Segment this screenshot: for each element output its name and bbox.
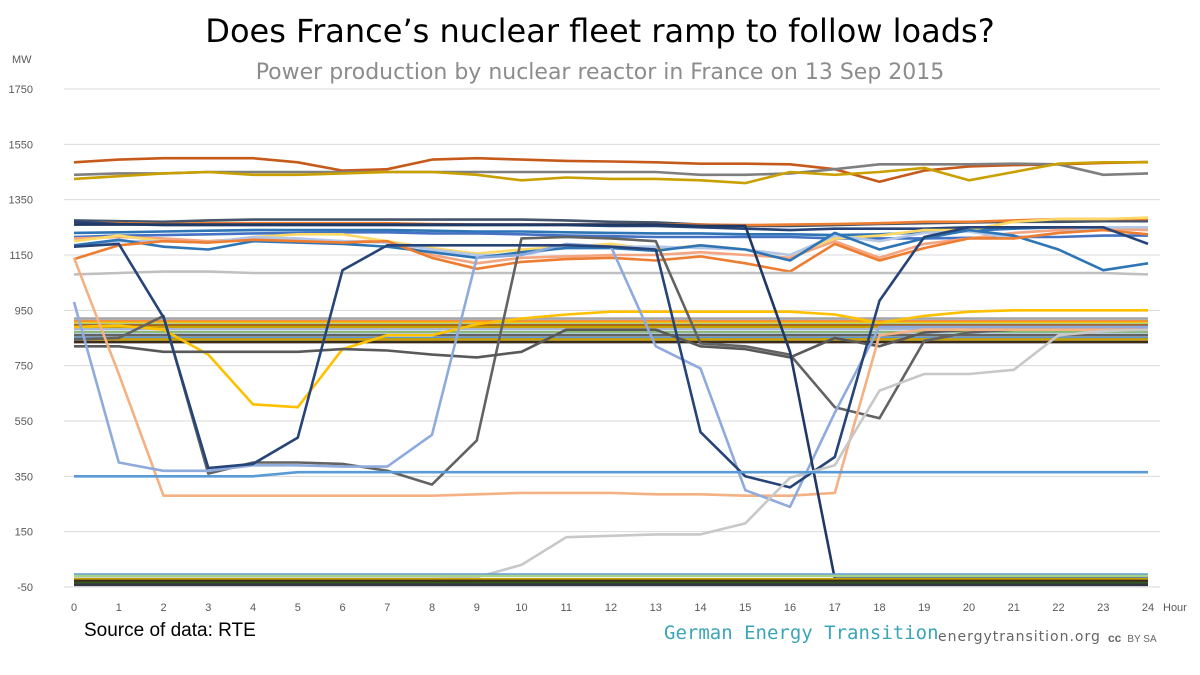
- series-line-35: [74, 223, 1148, 581]
- y-tick-label: 150: [15, 527, 33, 539]
- website-url: energytransition.org: [938, 629, 1101, 645]
- data-source-note: Source of data: RTE: [84, 620, 256, 641]
- series-lines: [72, 156, 1149, 587]
- y-tick-label: 1350: [9, 195, 33, 207]
- y-tick-label: 350: [15, 471, 33, 483]
- series-line-36: [74, 328, 1149, 581]
- series-line-13: [73, 228, 1149, 273]
- x-tick-label: 19: [918, 602, 930, 614]
- x-tick-label: 11: [561, 602, 572, 614]
- series-line-3: [73, 161, 1148, 185]
- x-tick-label: 3: [205, 602, 211, 614]
- x-tick-label: 4: [250, 602, 256, 614]
- x-tick-label: 16: [784, 602, 796, 614]
- y-tick-label: 1150: [9, 250, 33, 262]
- x-tick-label: 9: [474, 602, 480, 614]
- series-line-32: [72, 257, 1148, 498]
- x-tick-label: 20: [963, 602, 975, 614]
- x-tick-label: 17: [829, 602, 841, 614]
- chart-title: Does France’s nuclear fleet ramp to foll…: [205, 12, 995, 50]
- x-tick-label: 10: [515, 602, 527, 614]
- x-tick-label: 14: [694, 602, 706, 614]
- x-tick-label: 1: [116, 602, 122, 614]
- series-line-34: [73, 226, 1149, 489]
- x-tick-labels: 0 1 2 3 4 5 6 7 8 9 10 11 12 13 14 15 16 17 18 19 20 21 22 23 24…: [71, 602, 1187, 614]
- series-line-33: [72, 242, 1148, 509]
- y-tick-label: 1550: [9, 139, 33, 151]
- y-tick-label: -50: [17, 582, 33, 594]
- x-tick-label: 8: [429, 602, 435, 614]
- x-tick-label: 2: [160, 602, 166, 614]
- cc-icon: cc: [1108, 631, 1122, 645]
- x-tick-label: 24: [1142, 602, 1154, 614]
- x-tick-label: 6: [339, 602, 345, 614]
- x-tick-label: 21: [1008, 602, 1020, 614]
- y-tick-label: 1750: [9, 84, 33, 96]
- series-line-1: [73, 156, 1149, 183]
- x-tick-label: 0: [71, 602, 77, 614]
- series-line-37: [74, 470, 1148, 478]
- y-tick-labels: -50 150 350 550 750 950 1150 1350 1550 1750: [9, 84, 33, 594]
- x-tick-label: 23: [1097, 602, 1109, 614]
- x-axis-label: Hour: [1163, 602, 1187, 614]
- license-terms: BY SA: [1127, 634, 1157, 645]
- x-tick-label: 12: [605, 602, 617, 614]
- y-axis-label: MW: [12, 54, 32, 66]
- license-badge: cc BY SA: [1108, 631, 1157, 645]
- series-line-29: [73, 308, 1148, 409]
- x-tick-label: 5: [295, 602, 301, 614]
- x-tick-label: 22: [1052, 602, 1064, 614]
- x-tick-label: 13: [650, 602, 662, 614]
- series-line-14: [73, 270, 1149, 276]
- series-line-2: [73, 162, 1149, 177]
- x-tick-label: 7: [384, 602, 390, 614]
- y-tick-label: 750: [15, 361, 33, 373]
- y-tick-label: 550: [15, 416, 33, 428]
- chart-subtitle: Power production by nuclear reactor in F…: [255, 60, 945, 85]
- y-tick-label: 950: [15, 305, 33, 317]
- x-tick-label: 18: [873, 602, 885, 614]
- x-tick-label: 15: [739, 602, 751, 614]
- brand-logo-text: German Energy Transition: [664, 622, 939, 644]
